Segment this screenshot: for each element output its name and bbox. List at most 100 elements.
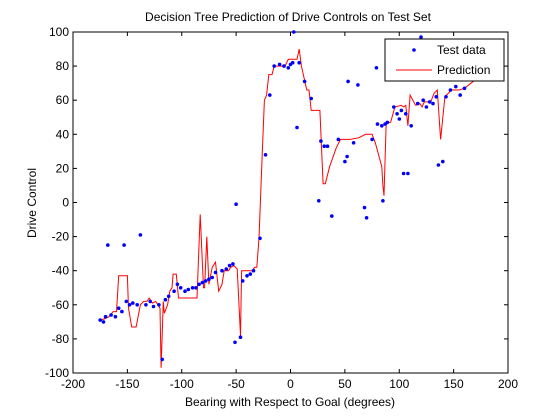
legend-item-test-data: Test data [412, 43, 486, 57]
test-data-series [98, 30, 467, 362]
test-data-point [317, 199, 321, 203]
test-data-point [234, 202, 238, 206]
test-data-point [186, 287, 191, 292]
test-data-point [419, 35, 423, 39]
legend-marker-test-data [412, 48, 416, 52]
y-tick-label: 80 [56, 59, 70, 73]
y-axis: -100 -80 -60 -40 -20 0 20 40 60 80 100 [45, 25, 508, 380]
test-data-point [409, 124, 414, 128]
test-data-point [346, 79, 350, 84]
test-data-point [454, 84, 458, 89]
test-data-point [172, 289, 176, 294]
test-data-point [436, 163, 441, 167]
x-tick-label: 100 [389, 377, 409, 391]
x-tick-label: 150 [444, 377, 464, 391]
test-data-point [374, 66, 379, 70]
x-tick-label: -100 [170, 377, 194, 391]
test-data-point [404, 112, 408, 116]
test-data-point [135, 303, 139, 307]
test-data-point [399, 108, 404, 113]
test-data-point [144, 303, 148, 307]
test-data-point [309, 96, 314, 101]
test-data-point [272, 64, 277, 68]
test-data-point [178, 286, 183, 290]
test-data-point [431, 101, 435, 106]
test-data-point [458, 93, 463, 97]
prediction-line [100, 48, 476, 368]
test-data-point [290, 60, 295, 65]
y-tick-label: -20 [52, 230, 70, 244]
test-data-point [297, 60, 302, 65]
test-data-point [109, 313, 113, 317]
test-data-point [245, 274, 249, 278]
test-data-point [302, 79, 307, 84]
y-axis-label: Drive Control [25, 168, 39, 238]
test-data-point [233, 340, 237, 345]
plot-area: -200 -150 -100 -50 0 50 100 150 200 -100-80-60-4… [45, 25, 518, 391]
y-tick-label: -80 [52, 332, 70, 346]
test-data-point [325, 144, 330, 148]
test-data-point [268, 93, 272, 97]
test-data-point [248, 272, 253, 276]
test-data-point [210, 275, 214, 280]
test-data-point [392, 105, 396, 109]
y-tick-label: 60 [56, 93, 70, 107]
test-data-point [444, 95, 448, 99]
test-data-point [258, 236, 262, 241]
test-data-point [427, 100, 432, 104]
test-data-point [336, 137, 341, 142]
test-data-point [345, 154, 349, 159]
test-data-point [397, 117, 402, 121]
x-tick-label: -50 [227, 377, 245, 391]
x-axis-label: Bearing with Respect to Goal (degrees) [185, 395, 395, 409]
test-data-point [227, 263, 232, 268]
test-data-point [362, 205, 367, 210]
test-data-point [292, 30, 296, 34]
test-data-point [370, 137, 374, 142]
test-data-point [151, 304, 156, 309]
test-data-point [231, 262, 235, 266]
test-data-point [148, 299, 152, 304]
chart-title: Decision Tree Prediction of Drive Contro… [145, 10, 432, 24]
test-data-point [462, 86, 467, 91]
test-data-point [131, 301, 135, 305]
x-tick-label: 0 [287, 377, 294, 391]
test-data-point [207, 277, 211, 282]
y-tick-label: -40 [52, 264, 70, 278]
test-data-point [401, 171, 406, 176]
test-data-point [381, 199, 385, 203]
test-data-point [127, 303, 132, 307]
test-data-point [200, 280, 205, 285]
test-data-point [448, 88, 453, 92]
legend-label-prediction: Prediction [437, 63, 490, 77]
test-data-point [415, 101, 420, 106]
x-tick-label: 50 [338, 377, 352, 391]
test-data-point [251, 268, 256, 273]
y-tick-label: 40 [56, 127, 70, 141]
test-data-point [220, 268, 224, 273]
test-data-point [322, 144, 327, 148]
y-tick-label: 0 [62, 196, 69, 210]
test-data-point [190, 286, 195, 290]
test-data-point [238, 335, 243, 340]
legend: Test data Prediction [384, 38, 505, 82]
test-data-point [120, 309, 124, 314]
x-axis: -200 -150 -100 -50 0 50 100 150 200 [61, 32, 518, 391]
axes-box [72, 31, 509, 374]
test-data-point [286, 66, 291, 70]
test-data-point [441, 159, 445, 164]
test-data-point [166, 294, 171, 299]
test-data-point [343, 159, 347, 164]
test-data-point [103, 314, 108, 319]
legend-item-prediction: Prediction [396, 63, 490, 77]
test-data-point [421, 98, 426, 102]
x-tick-label: -150 [115, 377, 139, 391]
legend-box [384, 38, 505, 82]
test-data-point [157, 303, 161, 307]
test-data-point [194, 286, 198, 290]
test-data-point [319, 139, 323, 143]
test-data-point [224, 267, 229, 271]
test-data-point [183, 289, 187, 294]
x-tick-label: -200 [61, 377, 85, 391]
